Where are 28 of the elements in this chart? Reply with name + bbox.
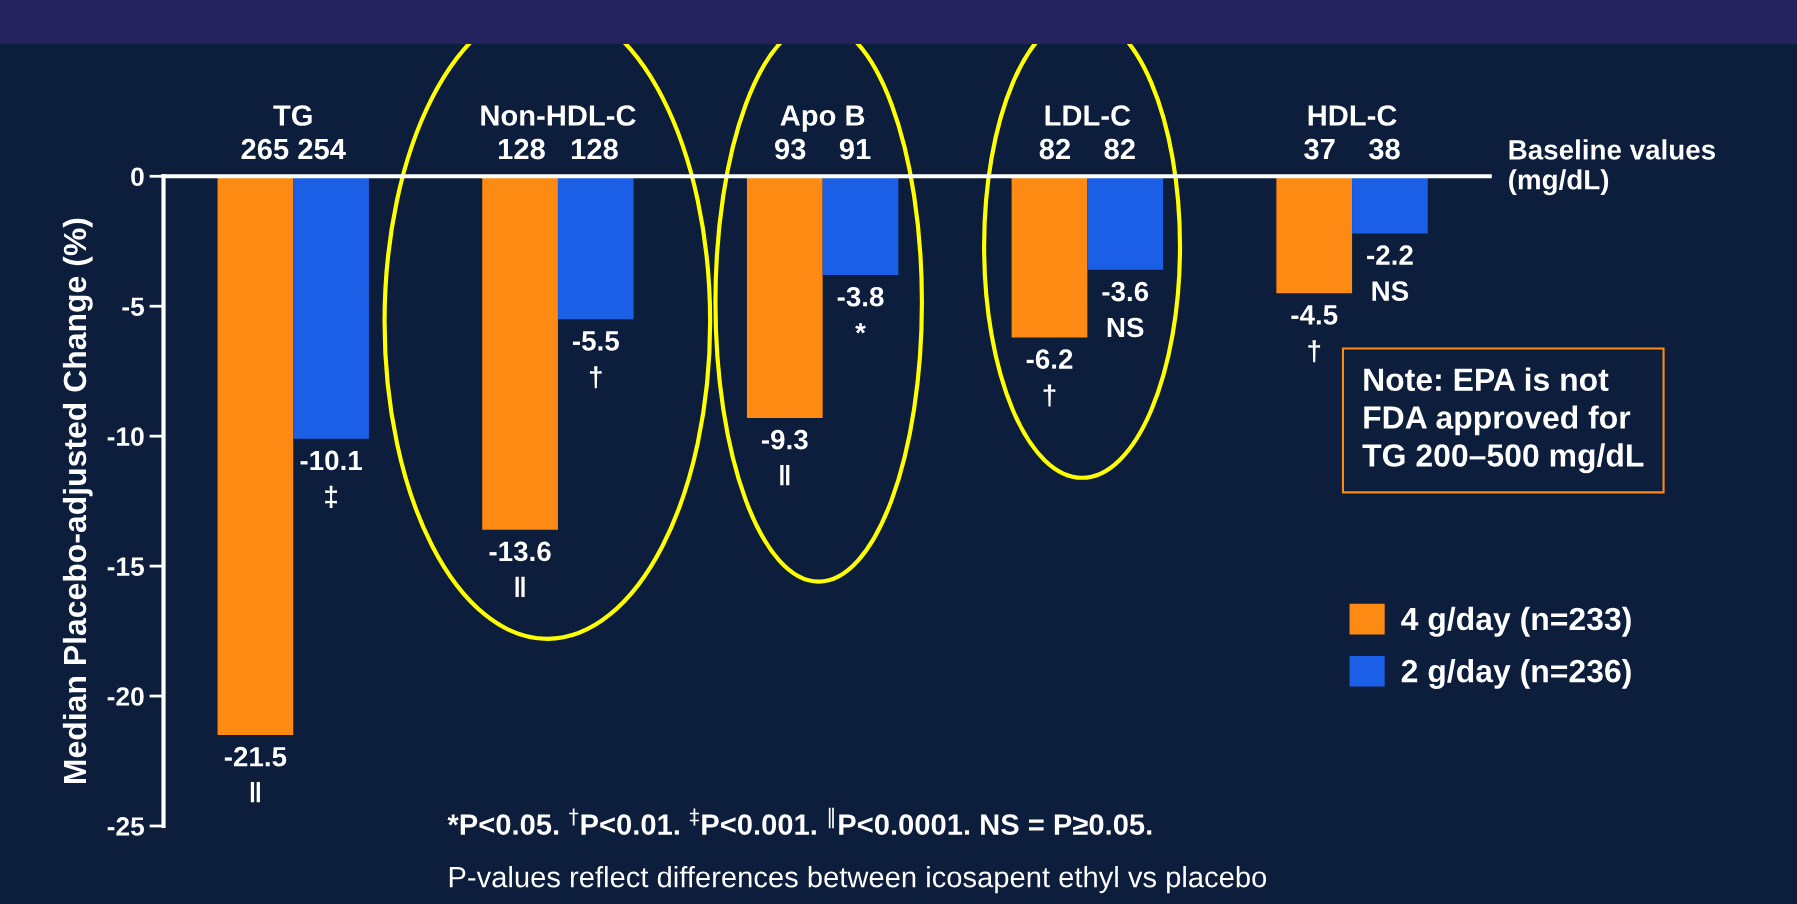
- x-tick-label: HDL-C 37 38: [1304, 105, 1400, 160]
- y-tick-label: -15: [107, 557, 145, 576]
- y-tick-label: -10: [107, 427, 144, 446]
- annotation: *P<0.05. $^{†}$P<0.01. $^{‡}$P<0.001. $^{‖}$P<0.0001. NS = P≥0.05.: [447, 807, 1152, 835]
- data-label: -21.5 ‖: [224, 746, 287, 803]
- y-tick-label: -20: [107, 687, 144, 706]
- data-label: -13.6 ‖: [489, 541, 551, 597]
- data-label: -9.3 ‖: [761, 429, 808, 486]
- data-label: -3.6 NS: [1102, 281, 1149, 338]
- y-tick-label: 0: [131, 167, 144, 187]
- data-label: -5.5 †: [572, 331, 619, 389]
- y-tick-label: -25: [107, 817, 145, 836]
- data-label: -3.8 *: [837, 286, 884, 334]
- y-axis-title: Median Placebo-adjusted Change (%): [62, 218, 93, 783]
- legend-label: 4 g/day (n=233): [1401, 606, 1631, 637]
- text: Baseline values (mg/dL): [1509, 139, 1715, 196]
- x-tick-label: LDL-C 82 82: [1039, 105, 1135, 160]
- data-label: -4.5 †: [1291, 305, 1338, 363]
- y-tick-label: -5: [122, 297, 145, 317]
- annotation: Note: EPA is not FDA approved for TG 200–500 mg/dL: [1362, 367, 1644, 474]
- data-label: -6.2 †: [1026, 349, 1073, 407]
- legend-label: 2 g/day (n=236): [1401, 658, 1631, 689]
- x-tick-label: TG 265 254: [241, 105, 346, 160]
- data-label: -2.2 NS: [1367, 245, 1413, 301]
- data-label: -10.1 ‡: [300, 450, 362, 508]
- text: P-values reflect differences between icosapent ethyl vs placebo: [449, 866, 1267, 894]
- x-tick-label: Non-HDL-C 128 128: [481, 105, 636, 160]
- x-tick-label: Apo B 93 91: [775, 105, 871, 160]
